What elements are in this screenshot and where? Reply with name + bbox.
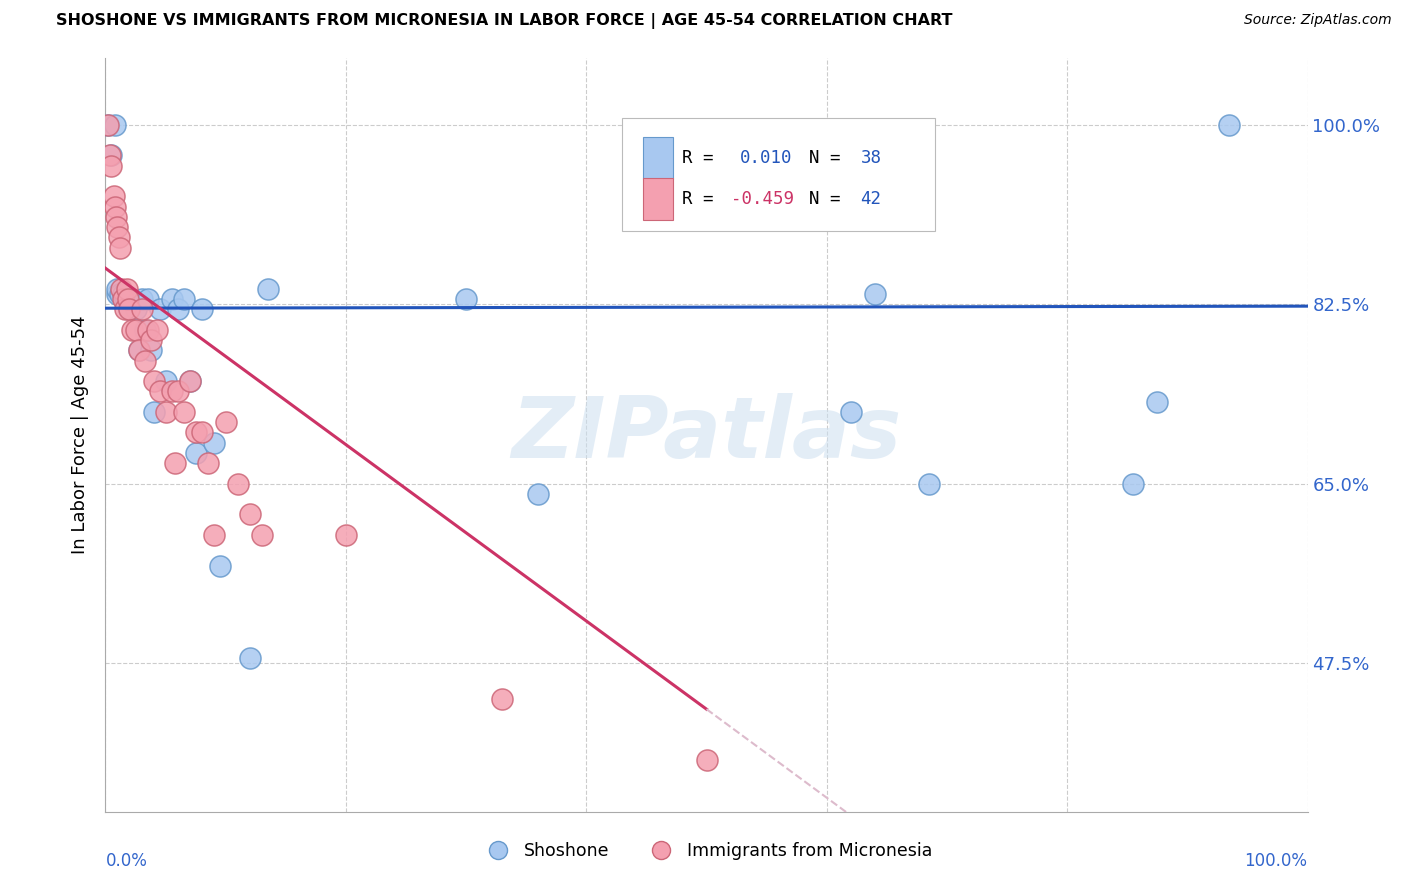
Point <box>160 384 183 399</box>
Point <box>208 558 231 573</box>
Point <box>173 292 195 306</box>
Point <box>121 292 143 306</box>
Text: R =: R = <box>682 149 714 167</box>
Point <box>100 159 122 173</box>
Point <box>108 286 131 301</box>
Legend: Shoshone, Immigrants from Micronesia: Shoshone, Immigrants from Micronesia <box>474 835 939 867</box>
Point <box>184 446 207 460</box>
Point <box>1146 394 1168 409</box>
Point <box>105 210 128 224</box>
Point <box>226 476 249 491</box>
Point <box>107 282 129 296</box>
Point <box>134 323 156 337</box>
Point <box>142 374 165 388</box>
Point <box>179 374 201 388</box>
Text: SHOSHONE VS IMMIGRANTS FROM MICRONESIA IN LABOR FORCE | AGE 45-54 CORRELATION CH: SHOSHONE VS IMMIGRANTS FROM MICRONESIA I… <box>56 13 953 29</box>
Point <box>454 292 477 306</box>
Point <box>97 118 120 132</box>
Point <box>107 220 129 235</box>
Point <box>1122 476 1144 491</box>
Text: R =: R = <box>682 190 714 208</box>
Text: ZIPatlas: ZIPatlas <box>512 393 901 476</box>
Text: -0.459: -0.459 <box>731 190 793 208</box>
Point <box>1218 118 1240 132</box>
Point <box>115 282 138 296</box>
Point <box>103 189 125 203</box>
FancyBboxPatch shape <box>643 137 673 179</box>
Text: N =: N = <box>808 149 841 167</box>
Point <box>166 384 188 399</box>
Text: Source: ZipAtlas.com: Source: ZipAtlas.com <box>1244 13 1392 28</box>
Point <box>110 282 132 296</box>
Point <box>160 292 183 306</box>
Point <box>136 292 159 306</box>
Text: 42: 42 <box>860 190 882 208</box>
Text: 0.0%: 0.0% <box>105 852 148 870</box>
Point <box>114 302 136 317</box>
Point <box>256 282 278 296</box>
Point <box>239 508 262 522</box>
Point <box>97 118 120 132</box>
Point <box>184 425 207 440</box>
Point <box>202 528 225 542</box>
Point <box>250 528 273 542</box>
Point <box>131 292 153 306</box>
Point <box>98 148 121 162</box>
Point <box>173 405 195 419</box>
Point <box>155 405 177 419</box>
Point <box>136 323 159 337</box>
Point <box>139 333 162 347</box>
Point <box>121 323 143 337</box>
Point <box>863 286 886 301</box>
Point <box>146 323 169 337</box>
Point <box>118 302 141 317</box>
Point <box>527 487 550 501</box>
Point <box>190 302 212 317</box>
FancyBboxPatch shape <box>643 178 673 219</box>
Point <box>107 286 129 301</box>
Point <box>165 456 187 470</box>
Point <box>100 148 122 162</box>
Point <box>124 302 146 317</box>
Point <box>134 353 156 368</box>
Text: 0.010: 0.010 <box>740 149 793 167</box>
Text: 100.0%: 100.0% <box>1244 852 1308 870</box>
Y-axis label: In Labor Force | Age 45-54: In Labor Force | Age 45-54 <box>72 316 90 554</box>
Point <box>117 292 139 306</box>
Point <box>112 286 135 301</box>
Point <box>179 374 201 388</box>
Point <box>197 456 219 470</box>
Point <box>696 754 718 768</box>
Point <box>115 292 138 306</box>
Point <box>142 405 165 419</box>
Text: 38: 38 <box>860 149 882 167</box>
Point <box>190 425 212 440</box>
Point <box>124 323 146 337</box>
Point <box>139 343 162 358</box>
Point <box>108 241 131 255</box>
Point <box>128 343 150 358</box>
Point <box>335 528 357 542</box>
Point <box>918 476 941 491</box>
Point <box>131 302 153 317</box>
Point <box>155 374 177 388</box>
Text: N =: N = <box>808 190 841 208</box>
Point <box>214 415 236 429</box>
Point <box>107 230 129 244</box>
Point <box>104 118 127 132</box>
Point <box>202 435 225 450</box>
Point <box>112 292 135 306</box>
Point <box>239 651 262 665</box>
Point <box>491 692 513 706</box>
Point <box>166 302 188 317</box>
Point <box>104 200 127 214</box>
Point <box>148 302 170 317</box>
Point <box>118 302 141 317</box>
Point <box>839 405 862 419</box>
Point <box>148 384 170 399</box>
FancyBboxPatch shape <box>623 119 935 231</box>
Point <box>128 343 150 358</box>
